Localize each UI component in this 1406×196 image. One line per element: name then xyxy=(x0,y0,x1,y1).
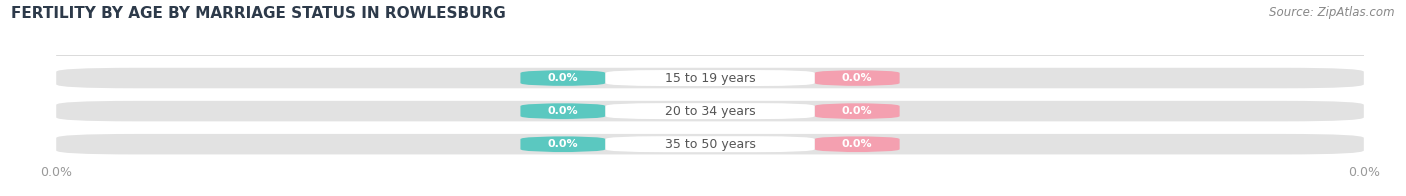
FancyBboxPatch shape xyxy=(814,103,900,119)
FancyBboxPatch shape xyxy=(814,70,900,86)
Text: 35 to 50 years: 35 to 50 years xyxy=(665,138,755,151)
Text: 0.0%: 0.0% xyxy=(547,73,578,83)
FancyBboxPatch shape xyxy=(814,136,900,152)
Text: 0.0%: 0.0% xyxy=(842,73,873,83)
FancyBboxPatch shape xyxy=(520,70,606,86)
FancyBboxPatch shape xyxy=(606,70,814,86)
FancyBboxPatch shape xyxy=(606,103,814,119)
FancyBboxPatch shape xyxy=(56,68,1364,88)
Text: 15 to 19 years: 15 to 19 years xyxy=(665,72,755,84)
FancyBboxPatch shape xyxy=(56,134,1364,154)
Text: 0.0%: 0.0% xyxy=(842,106,873,116)
FancyBboxPatch shape xyxy=(520,103,606,119)
Text: 20 to 34 years: 20 to 34 years xyxy=(665,105,755,118)
Text: 0.0%: 0.0% xyxy=(547,139,578,149)
FancyBboxPatch shape xyxy=(606,136,814,152)
FancyBboxPatch shape xyxy=(520,136,606,152)
FancyBboxPatch shape xyxy=(56,101,1364,121)
Text: 0.0%: 0.0% xyxy=(842,139,873,149)
Text: Source: ZipAtlas.com: Source: ZipAtlas.com xyxy=(1270,6,1395,19)
Text: 0.0%: 0.0% xyxy=(547,106,578,116)
Text: FERTILITY BY AGE BY MARRIAGE STATUS IN ROWLESBURG: FERTILITY BY AGE BY MARRIAGE STATUS IN R… xyxy=(11,6,506,21)
